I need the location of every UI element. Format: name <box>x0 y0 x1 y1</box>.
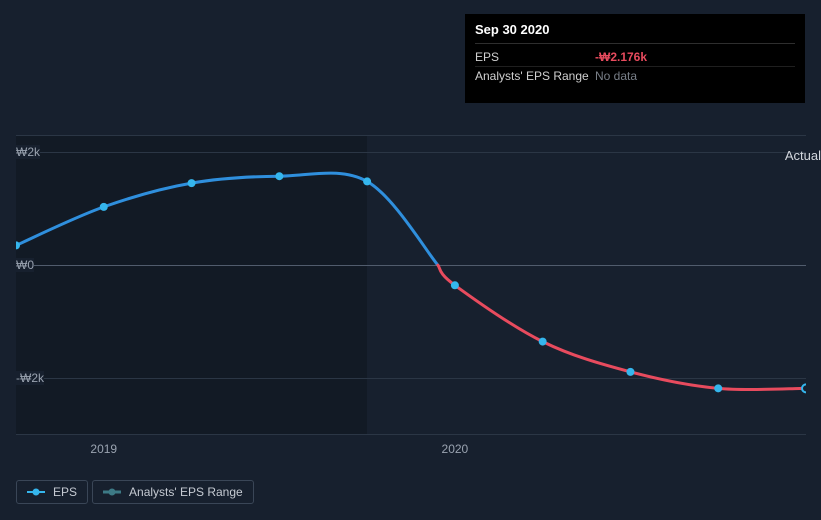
eps-line-negative <box>438 265 806 389</box>
tooltip-value: No data <box>595 69 637 83</box>
legend-swatch-icon <box>103 487 121 497</box>
legend-item-eps[interactable]: EPS <box>16 480 88 504</box>
eps-marker[interactable] <box>802 384 806 392</box>
legend-label: EPS <box>53 485 77 499</box>
tooltip-value: -₩2.176k <box>595 50 647 64</box>
chart-tooltip: Sep 30 2020 EPS -₩2.176k Analysts' EPS R… <box>465 14 805 103</box>
chart-legend: EPS Analysts' EPS Range <box>16 480 254 504</box>
eps-marker[interactable] <box>714 384 722 392</box>
eps-marker[interactable] <box>275 172 283 180</box>
x-axis-tick-label: 2020 <box>442 442 469 456</box>
legend-swatch-icon <box>27 487 45 497</box>
legend-label: Analysts' EPS Range <box>129 485 243 499</box>
actual-region-label: Actual <box>785 148 821 163</box>
chart-svg-layer <box>16 135 806 435</box>
tooltip-key: EPS <box>475 50 595 64</box>
eps-marker[interactable] <box>100 203 108 211</box>
tooltip-key: Analysts' EPS Range <box>475 69 595 83</box>
eps-marker[interactable] <box>451 281 459 289</box>
eps-marker[interactable] <box>363 177 371 185</box>
legend-item-range[interactable]: Analysts' EPS Range <box>92 480 254 504</box>
eps-line-positive <box>16 173 438 265</box>
eps-marker[interactable] <box>626 368 634 376</box>
eps-marker[interactable] <box>188 179 196 187</box>
x-axis-tick-label: 2019 <box>90 442 117 456</box>
eps-marker[interactable] <box>539 338 547 346</box>
plot-area[interactable]: ₩2k₩0-₩2k <box>16 135 806 435</box>
tooltip-row-eps: EPS -₩2.176k <box>475 48 795 67</box>
tooltip-row-range: Analysts' EPS Range No data <box>475 67 795 85</box>
tooltip-date: Sep 30 2020 <box>475 22 795 44</box>
